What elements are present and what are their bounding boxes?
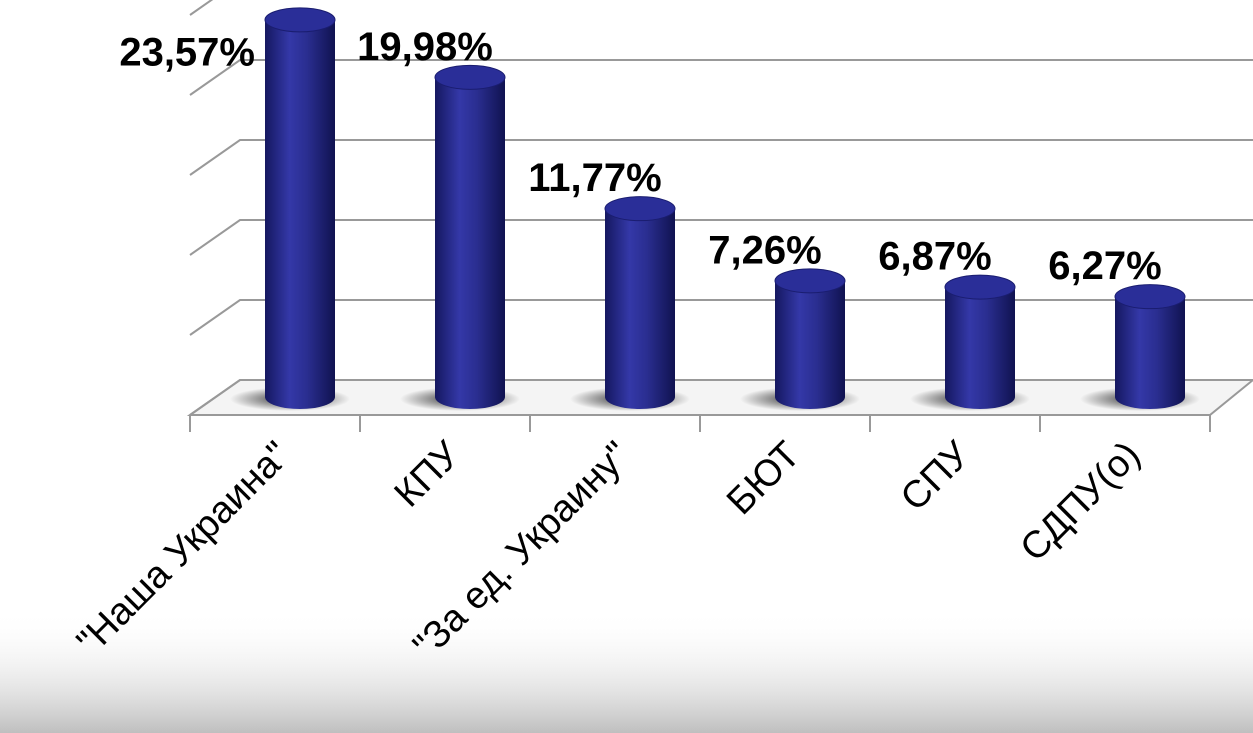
value-label: 23,57%: [119, 30, 255, 74]
grid-line: [189, 59, 1253, 96]
bar: [945, 287, 1015, 409]
grid-line: [189, 0, 214, 16]
x-tick-label: СДПУ(о): [1013, 434, 1149, 570]
bar-top: [944, 274, 1016, 300]
bar-top: [604, 196, 676, 222]
value-label: 11,77%: [528, 156, 661, 200]
value-label: 6,27%: [1048, 244, 1161, 288]
x-tick-label: БЮТ: [719, 434, 808, 523]
background-fade: [0, 610, 1253, 733]
grid-line: [189, 299, 1253, 336]
grid-line: [189, 379, 1253, 416]
bar-top: [264, 7, 336, 33]
bar-top: [434, 64, 506, 90]
x-tick-label: КПУ: [387, 433, 469, 515]
value-label: 19,98%: [357, 25, 493, 69]
bar: [1115, 296, 1185, 409]
bar-top: [1114, 284, 1186, 310]
bar-top: [774, 268, 846, 294]
x-tick-label: СПУ: [893, 433, 979, 519]
bar: [435, 77, 505, 409]
value-label: 7,26%: [708, 228, 821, 272]
bar: [265, 19, 335, 409]
bar: [605, 208, 675, 409]
bar: [775, 280, 845, 409]
grid-line: [189, 139, 1253, 176]
grid-line: [189, 219, 1253, 256]
value-label: 6,87%: [878, 235, 991, 279]
